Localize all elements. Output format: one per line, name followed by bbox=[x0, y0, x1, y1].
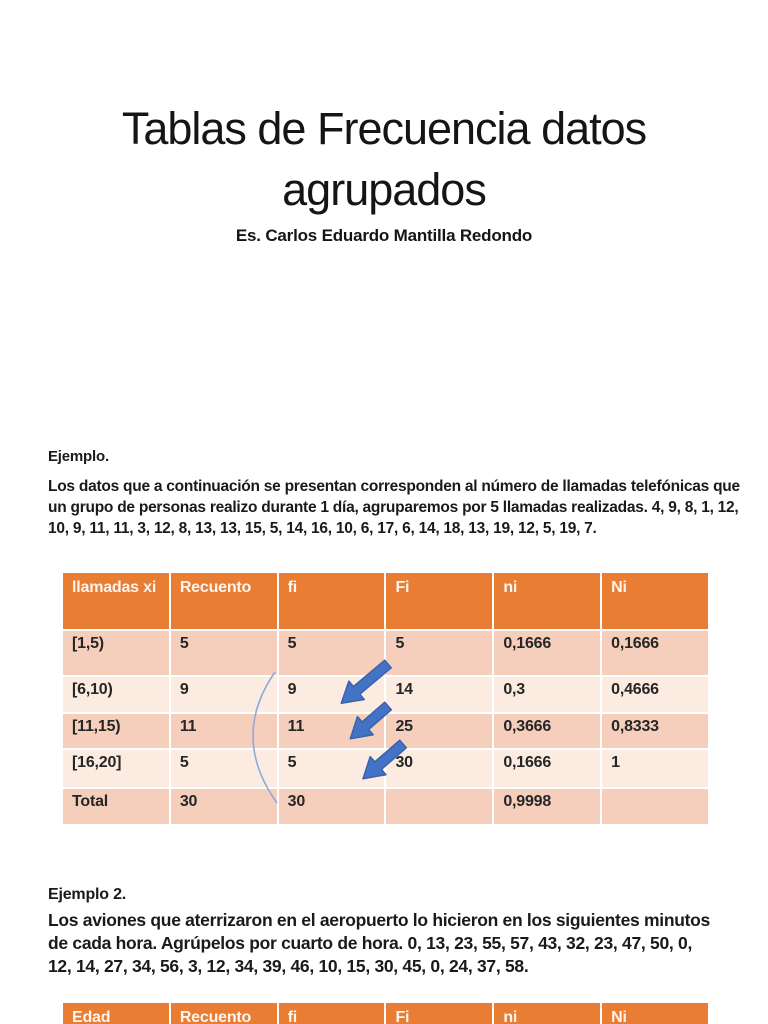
cell-Ni: 0,1666 bbox=[602, 631, 708, 675]
table2-header-row: Edad Recuento fi Fi ni Ni bbox=[63, 1003, 708, 1024]
table2-header-recuento: Recuento bbox=[170, 1003, 277, 1024]
example1-paragraph: Los datos que a continuación se presenta… bbox=[48, 478, 740, 537]
table2-header-Fi: Fi bbox=[386, 1003, 493, 1024]
cell-Fi: 14 bbox=[386, 677, 493, 712]
table1-header-Fi: Fi bbox=[386, 573, 493, 629]
table1-header-llamadas-xi: llamadas xi bbox=[63, 573, 169, 629]
cell-ni: 0,1666 bbox=[494, 631, 601, 675]
cell-interval: [16,20] bbox=[63, 750, 169, 787]
cell-Fi: 30 bbox=[386, 750, 493, 787]
page-title-line2: agrupados bbox=[282, 164, 487, 215]
page-title-line1: Tablas de Frecuencia datos bbox=[121, 103, 647, 154]
table2-header-ni: ni bbox=[494, 1003, 601, 1024]
cell-fi: 9 bbox=[278, 677, 385, 712]
table-row: [6,10) 9 9 14 0,3 0,4666 bbox=[63, 677, 708, 712]
cell-fi: 11 bbox=[278, 714, 385, 748]
example2-heading: Ejemplo 2. bbox=[48, 886, 127, 903]
cell-Ni bbox=[602, 789, 708, 824]
table1-header-recuento: Recuento bbox=[170, 573, 277, 629]
cell-fi: 5 bbox=[278, 750, 385, 787]
cell-fi: 30 bbox=[278, 789, 385, 824]
table1-header-ni: ni bbox=[494, 573, 601, 629]
cell-recuento: 5 bbox=[170, 750, 277, 787]
cell-total-label: Total bbox=[63, 789, 169, 824]
table-row: [11,15) 11 11 25 0,3666 0,8333 bbox=[63, 714, 708, 748]
frequency-table-edad: Edad Recuento fi Fi ni Ni bbox=[61, 1001, 710, 1024]
cell-Ni: 0,4666 bbox=[602, 677, 708, 712]
cell-recuento: 5 bbox=[170, 631, 277, 675]
cell-interval: [1,5) bbox=[63, 631, 169, 675]
cell-Fi: 25 bbox=[386, 714, 493, 748]
table1-header-fi: fi bbox=[278, 573, 385, 629]
cell-recuento: 11 bbox=[170, 714, 277, 748]
cell-recuento: 9 bbox=[170, 677, 277, 712]
table-row-total: Total 30 30 0,9998 bbox=[63, 789, 708, 824]
table-row: [1,5) 5 5 5 0,1666 0,1666 bbox=[63, 631, 708, 675]
example2-paragraph: Los aviones que aterrizaron en el aeropu… bbox=[48, 910, 710, 976]
table1-header-row: llamadas xi Recuento fi Fi ni Ni bbox=[63, 573, 708, 629]
frequency-table-llamadas: llamadas xi Recuento fi Fi ni Ni [1,5) 5… bbox=[61, 571, 710, 826]
table2-header-Ni: Ni bbox=[602, 1003, 708, 1024]
table2-header-edad: Edad bbox=[63, 1003, 169, 1024]
cell-ni: 0,1666 bbox=[494, 750, 601, 787]
cell-interval: [11,15) bbox=[63, 714, 169, 748]
cell-ni: 0,9998 bbox=[494, 789, 601, 824]
cell-Ni: 0,8333 bbox=[602, 714, 708, 748]
cell-ni: 0,3 bbox=[494, 677, 601, 712]
page-subtitle: Es. Carlos Eduardo Mantilla Redondo bbox=[235, 226, 533, 245]
cell-fi: 5 bbox=[278, 631, 385, 675]
cell-Ni: 1 bbox=[602, 750, 708, 787]
cell-recuento: 30 bbox=[170, 789, 277, 824]
cell-ni: 0,3666 bbox=[494, 714, 601, 748]
table-row: [16,20] 5 5 30 0,1666 1 bbox=[63, 750, 708, 787]
table1-header-Ni: Ni bbox=[602, 573, 708, 629]
table2-header-fi: fi bbox=[278, 1003, 385, 1024]
cell-Fi bbox=[386, 789, 493, 824]
cell-Fi: 5 bbox=[386, 631, 493, 675]
example1-heading: Ejemplo. bbox=[48, 448, 109, 465]
cell-interval: [6,10) bbox=[63, 677, 169, 712]
page-title: Tablas de Frecuencia datos agrupados bbox=[0, 98, 768, 220]
